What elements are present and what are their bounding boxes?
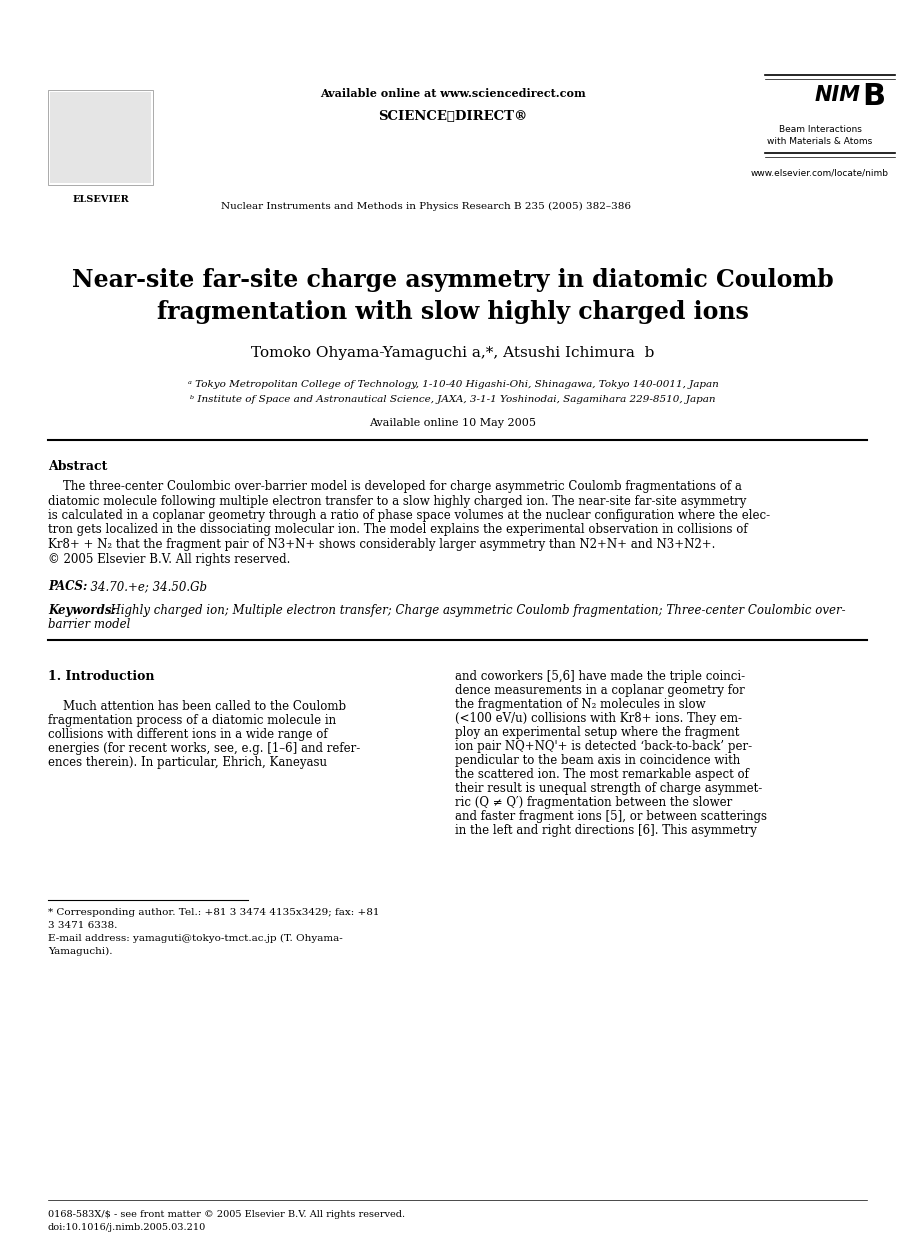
Text: and faster fragment ions [5], or between scatterings: and faster fragment ions [5], or between… [455, 810, 767, 823]
Text: Available online at www.sciencedirect.com: Available online at www.sciencedirect.co… [320, 88, 586, 99]
Text: (<100 eV/u) collisions with Kr8+ ions. They em-: (<100 eV/u) collisions with Kr8+ ions. T… [455, 712, 742, 725]
Text: fragmentation process of a diatomic molecule in: fragmentation process of a diatomic mole… [48, 714, 336, 727]
Text: The three-center Coulombic over-barrier model is developed for charge asymmetric: The three-center Coulombic over-barrier … [48, 480, 742, 493]
Text: collisions with different ions in a wide range of: collisions with different ions in a wide… [48, 728, 327, 742]
Text: fragmentation with slow highly charged ions: fragmentation with slow highly charged i… [157, 300, 749, 324]
Text: NIM: NIM [815, 85, 861, 105]
Text: the fragmentation of N₂ molecules in slow: the fragmentation of N₂ molecules in slo… [455, 698, 706, 711]
Text: ploy an experimental setup where the fragment: ploy an experimental setup where the fra… [455, 725, 739, 739]
Text: their result is unequal strength of charge asymmet-: their result is unequal strength of char… [455, 782, 762, 795]
Bar [50, 92, 151, 183]
Text: E-mail address: yamaguti@tokyo-tmct.ac.jp (T. Ohyama-: E-mail address: yamaguti@tokyo-tmct.ac.j… [48, 933, 343, 943]
Bar [48, 90, 153, 184]
Text: Abstract: Abstract [48, 461, 107, 473]
Text: dence measurements in a coplanar geometry for: dence measurements in a coplanar geometr… [455, 685, 745, 697]
Text: 34.70.+e; 34.50.Gb: 34.70.+e; 34.50.Gb [83, 579, 207, 593]
Text: Available online 10 May 2005: Available online 10 May 2005 [369, 418, 537, 428]
Text: PACS:: PACS: [48, 579, 87, 593]
Text: www.elsevier.com/locate/nimb: www.elsevier.com/locate/nimb [751, 168, 889, 177]
Text: 1. Introduction: 1. Introduction [48, 670, 154, 683]
Text: SCIENCEⓐDIRECT®: SCIENCEⓐDIRECT® [378, 110, 528, 123]
Text: with Materials & Atoms: with Materials & Atoms [767, 137, 873, 146]
Text: ELSEVIER: ELSEVIER [73, 196, 130, 204]
Text: ᵃ Tokyo Metropolitan College of Technology, 1-10-40 Higashi-Ohi, Shinagawa, Toky: ᵃ Tokyo Metropolitan College of Technolo… [188, 380, 718, 389]
Text: barrier model: barrier model [48, 619, 131, 631]
Text: 3 3471 6338.: 3 3471 6338. [48, 921, 117, 930]
Text: B: B [862, 82, 885, 111]
Text: * Corresponding author. Tel.: +81 3 3474 4135x3429; fax: +81: * Corresponding author. Tel.: +81 3 3474… [48, 907, 379, 917]
Text: Yamaguchi).: Yamaguchi). [48, 947, 112, 956]
Text: Beam Interactions: Beam Interactions [778, 125, 862, 134]
Text: in the left and right directions [6]. This asymmetry: in the left and right directions [6]. Th… [455, 825, 756, 837]
Text: doi:10.1016/j.nimb.2005.03.210: doi:10.1016/j.nimb.2005.03.210 [48, 1223, 206, 1232]
Text: Near-site far-site charge asymmetry in diatomic Coulomb: Near-site far-site charge asymmetry in d… [73, 267, 834, 292]
Text: Much attention has been called to the Coulomb: Much attention has been called to the Co… [48, 699, 346, 713]
Text: the scattered ion. The most remarkable aspect of: the scattered ion. The most remarkable a… [455, 768, 749, 781]
Text: Tomoko Ohyama-Yamaguchi a,*, Atsushi Ichimura  b: Tomoko Ohyama-Yamaguchi a,*, Atsushi Ich… [251, 345, 655, 360]
Text: ences therein). In particular, Ehrich, Kaneyasu: ences therein). In particular, Ehrich, K… [48, 756, 327, 769]
Text: © 2005 Elsevier B.V. All rights reserved.: © 2005 Elsevier B.V. All rights reserved… [48, 552, 290, 566]
Text: pendicular to the beam axis in coincidence with: pendicular to the beam axis in coinciden… [455, 754, 740, 768]
Text: 0168-583X/$ - see front matter © 2005 Elsevier B.V. All rights reserved.: 0168-583X/$ - see front matter © 2005 El… [48, 1210, 405, 1219]
Text: ion pair NQ+NQ'+ is detected ‘back-to-back’ per-: ion pair NQ+NQ'+ is detected ‘back-to-ba… [455, 740, 752, 753]
Text: ᵇ Institute of Space and Astronautical Science, JAXA, 3-1-1 Yoshinodai, Sagamiha: ᵇ Institute of Space and Astronautical S… [190, 395, 716, 404]
Text: Kr8+ + N₂ that the fragment pair of N3+N+ shows considerably larger asymmetry th: Kr8+ + N₂ that the fragment pair of N3+N… [48, 539, 716, 551]
Text: and coworkers [5,6] have made the triple coinci-: and coworkers [5,6] have made the triple… [455, 670, 746, 683]
Text: Nuclear Instruments and Methods in Physics Research B 235 (2005) 382–386: Nuclear Instruments and Methods in Physi… [221, 202, 631, 212]
Text: tron gets localized in the dissociating molecular ion. The model explains the ex: tron gets localized in the dissociating … [48, 524, 747, 536]
Text: energies (for recent works, see, e.g. [1–6] and refer-: energies (for recent works, see, e.g. [1… [48, 742, 360, 755]
Text: Highly charged ion; Multiple electron transfer; Charge asymmetric Coulomb fragme: Highly charged ion; Multiple electron tr… [103, 604, 845, 617]
Text: is calculated in a coplanar geometry through a ratio of phase space volumes at t: is calculated in a coplanar geometry thr… [48, 509, 770, 522]
Text: ric (Q ≠ Q′) fragmentation between the slower: ric (Q ≠ Q′) fragmentation between the s… [455, 796, 732, 808]
Text: diatomic molecule following multiple electron transfer to a slow highly charged : diatomic molecule following multiple ele… [48, 494, 746, 508]
Text: Keywords:: Keywords: [48, 604, 116, 617]
